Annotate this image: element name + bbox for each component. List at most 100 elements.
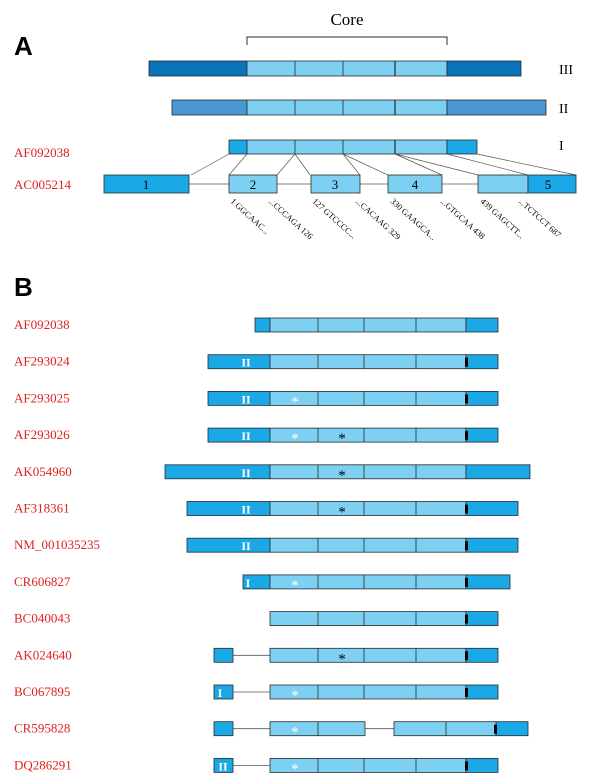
sequence-labels: 1 GGCAAC... ...CCCAGA 126 127 GTCCCC... … (229, 196, 564, 242)
right-utr-exon (465, 501, 519, 516)
genomic-structure: AC005214 1 2 3 4 5 (14, 174, 577, 194)
left-utr-exon (254, 317, 271, 333)
left-utr-exon (186, 501, 271, 516)
genomic-exon-4 (387, 174, 443, 194)
accession-label: AF293024 (14, 354, 70, 369)
type-i-core (246, 139, 448, 155)
double-bar-mark: II (241, 429, 251, 443)
black-star-mark: * (338, 468, 346, 484)
panel-a: A Core III II AF092038 (14, 10, 577, 242)
core-exons (269, 317, 467, 333)
genomic-exon-2 (228, 174, 278, 194)
core-exons (269, 647, 467, 663)
end-bar-mark (465, 504, 468, 514)
right-utr-exon (465, 647, 499, 663)
core-exons (269, 354, 467, 370)
right-utr-exon (465, 464, 531, 480)
exon-3-number: 3 (332, 177, 339, 192)
mapping-line (190, 153, 230, 176)
transcript-row: AK054960 II * (14, 464, 531, 484)
accession-label: AF293026 (14, 427, 70, 442)
mapping-line (394, 153, 443, 176)
core-label: Core (330, 10, 363, 29)
double-bar-mark: II (241, 392, 251, 406)
right-utr-exon (465, 684, 499, 700)
left-utr-exon (186, 537, 271, 553)
type-ii-transcript: II (171, 99, 569, 117)
double-bar-mark: II (241, 466, 251, 480)
type-ii-label: II (559, 102, 569, 117)
type-ii-left-utr (171, 99, 248, 116)
core-exons (269, 574, 467, 590)
exon-2-number: 2 (250, 177, 257, 192)
mapping-line (342, 153, 389, 176)
type-iii-transcript: III (148, 60, 573, 78)
end-bar-mark (465, 688, 468, 697)
end-bar-mark (465, 541, 468, 551)
type-ii-right-utr (446, 99, 547, 116)
left-utr-exon (213, 647, 234, 663)
genomic-exon-1 (103, 174, 190, 194)
white-star-mark: * (291, 394, 299, 410)
right-utr-exon (465, 427, 499, 443)
end-bar-mark (465, 761, 468, 771)
af092038-accession: AF092038 (14, 145, 70, 160)
right-utr-exon (465, 537, 519, 553)
exon-mapping-lines (190, 153, 577, 176)
transcript-row: AK024640 * (14, 647, 499, 667)
type-iii-right-utr (446, 60, 522, 77)
black-star-mark: * (338, 505, 346, 521)
single-bar-mark: I (218, 686, 223, 700)
type-iii-core (246, 60, 448, 77)
accession-label: CR606827 (14, 574, 71, 589)
type-ii-core (246, 99, 448, 116)
accession-label: AK054960 (14, 464, 72, 479)
left-utr-exon (207, 427, 271, 443)
core-exons (269, 501, 467, 516)
panel-a-label: A (14, 31, 33, 61)
left-utr-exon (207, 390, 271, 406)
mapping-line (446, 153, 529, 176)
accession-label: BC040043 (14, 611, 70, 626)
transcript-row: NM_001035235 II (14, 537, 519, 553)
genomic-exon-3 (310, 174, 361, 194)
type-iii-label: III (559, 63, 573, 78)
transcript-row: AF293026 II * * (14, 427, 499, 447)
mapping-line (476, 153, 577, 176)
sequence-label: ...CCCAGA 126 (267, 196, 315, 241)
core-exon-block (393, 721, 497, 737)
right-utr-exon (465, 574, 511, 590)
transcript-row: CR595828 * (14, 721, 529, 741)
accession-label: BC067895 (14, 684, 70, 699)
core-bracket: Core (246, 10, 448, 45)
transcript-row: AF092038 (14, 317, 499, 333)
accession-label: AF293025 (14, 390, 70, 405)
accession-label: AK024640 (14, 647, 72, 662)
end-bar-mark (465, 577, 468, 587)
black-star-mark: * (338, 651, 346, 667)
white-star-mark: * (291, 688, 299, 704)
mapping-line (276, 153, 296, 176)
end-bar-mark (465, 394, 468, 404)
transcript-row: AF293025 II * (14, 390, 499, 410)
ac005214-accession: AC005214 (14, 177, 72, 192)
right-utr-exon (465, 758, 499, 773)
panel-b-label: B (14, 272, 33, 302)
white-star-mark: * (291, 761, 299, 776)
exon-1-number: 1 (143, 177, 150, 192)
end-bar-mark (494, 724, 497, 734)
sequence-label: 1 GGCAAC... (229, 196, 272, 236)
core-exons (269, 427, 467, 443)
accession-label: AF092038 (14, 317, 70, 332)
accession-label: NM_001035235 (14, 537, 100, 552)
single-bar-mark: I (246, 576, 251, 590)
right-utr-exon (495, 721, 529, 737)
double-bar-mark: II (218, 759, 228, 773)
double-bar-mark: II (241, 356, 251, 370)
transcript-row: BC040043 (14, 611, 499, 626)
transcript-row: CR606827 I * (14, 574, 511, 594)
right-utr-exon (465, 354, 499, 370)
core-exons (269, 684, 467, 700)
